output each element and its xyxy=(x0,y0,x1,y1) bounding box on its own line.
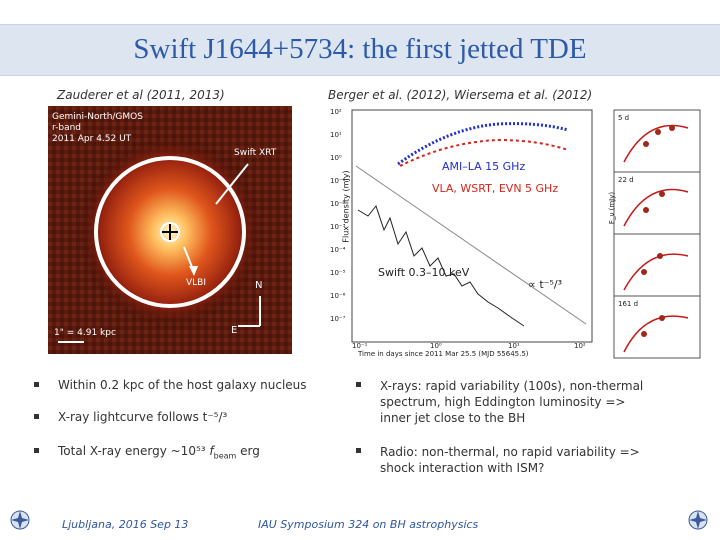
east-label: E xyxy=(231,325,238,336)
bullet-icon xyxy=(356,382,361,387)
sed-label: 22 d xyxy=(618,176,634,184)
right-bullet-list: X-rays: rapid variability (100s), non-th… xyxy=(356,378,706,478)
t-53-line xyxy=(355,165,587,325)
y-tick: 10⁻¹ xyxy=(330,177,346,185)
ami-label: AMI–LA 15 GHz xyxy=(442,160,526,173)
x-axis-label: Time in days since 2011 Mar 25.5 (MJD 55… xyxy=(358,350,529,358)
north-label: N xyxy=(255,280,263,291)
lightcurve-plot xyxy=(328,106,701,361)
band-label: r-band xyxy=(52,123,82,133)
scale-label: 1" = 4.91 kpc xyxy=(54,328,116,338)
bullet-icon xyxy=(34,414,39,419)
y-tick: 10⁰ xyxy=(330,154,342,162)
bullet-icon xyxy=(34,448,39,453)
left-bullet-list: Within 0.2 kpc of the host galaxy nucleu… xyxy=(34,378,324,468)
x-tick: 10² xyxy=(574,342,586,350)
y-tick: 10² xyxy=(330,108,342,116)
y-tick: 10⁻² xyxy=(330,200,346,208)
ami-points xyxy=(397,122,569,166)
vla-points xyxy=(399,138,569,167)
left-logo-icon xyxy=(6,506,34,534)
sed-y-label: F_ν (mJy) xyxy=(608,191,617,225)
bullet-icon xyxy=(34,382,39,387)
y-tick: 10⁻⁶ xyxy=(330,292,346,300)
y-tick: 10⁻⁵ xyxy=(330,269,346,277)
y-tick: 10⁻⁴ xyxy=(330,246,346,254)
y-tick: 10¹ xyxy=(330,131,342,139)
title-bar: Swift J1644+5734: the first jetted TDE xyxy=(0,24,720,76)
y-tick: 10⁻³ xyxy=(330,223,346,231)
left-caption: Zauderer et al (2011, 2013) xyxy=(57,88,225,102)
slide-title: Swift J1644+5734: the first jetted TDE xyxy=(133,33,587,65)
optical-image-panel: Gemini-North/GMOS r-band 2011 Apr 4.52 U… xyxy=(48,106,292,354)
footer-left: Ljubljana, 2016 Sep 13 xyxy=(62,518,189,531)
slope-label: ∝ t⁻⁵/³ xyxy=(528,278,562,291)
vla-label: VLA, WSRT, EVN 5 GHz xyxy=(432,182,559,195)
x-tick: 10⁻¹ xyxy=(352,342,368,350)
x-tick: 10¹ xyxy=(508,342,520,350)
sed-label: 5 d xyxy=(618,114,630,122)
swift-label: Swift 0.3–10 keV xyxy=(378,266,470,279)
bullet-icon xyxy=(356,448,361,453)
y-tick-labels: 10² 10¹ 10⁰ 10⁻¹ 10⁻² 10⁻³ 10⁻⁴ 10⁻⁵ 10⁻… xyxy=(328,106,352,342)
right-logo-icon xyxy=(684,506,712,534)
lightcurve-panel: 10² 10¹ 10⁰ 10⁻¹ 10⁻² 10⁻³ 10⁻⁴ 10⁻⁵ 10⁻… xyxy=(328,106,708,361)
y-tick: 10⁻⁷ xyxy=(330,315,346,323)
y-axis-label: Flux density (mJy) xyxy=(341,170,351,243)
sed-panels xyxy=(613,109,701,359)
footer-center: IAU Symposium 324 on BH astrophysics xyxy=(258,518,479,531)
optical-image xyxy=(48,106,292,354)
date-label: 2011 Apr 4.52 UT xyxy=(52,134,132,144)
swift-curve xyxy=(357,204,525,327)
x-tick: 10⁰ xyxy=(430,342,442,350)
vlbi-label: VLBI xyxy=(186,278,206,288)
sed-label: 161 d xyxy=(618,300,639,308)
telescope-label: Gemini-North/GMOS xyxy=(52,112,143,122)
right-caption: Berger et al. (2012), Wiersema et al. (2… xyxy=(328,88,593,102)
xrt-label: Swift XRT xyxy=(234,148,277,158)
